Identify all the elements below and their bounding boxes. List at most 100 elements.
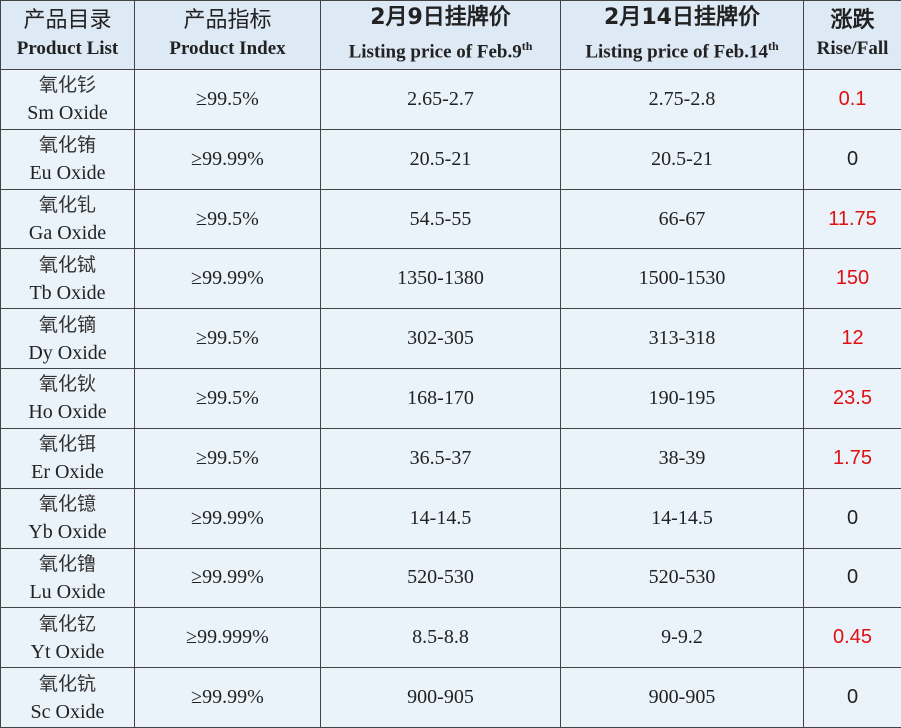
- product-en: Sc Oxide: [30, 700, 105, 723]
- product-cn: 氧化钬: [38, 373, 96, 396]
- header-cell: 涨跌 Rise/Fall: [803, 0, 901, 70]
- feb14-cell: 520-530: [560, 547, 804, 609]
- change-cell: 11.75: [803, 188, 901, 250]
- product-en: Ga Oxide: [28, 222, 107, 245]
- product-cell: 氧化铒 Er Oxide: [0, 427, 135, 489]
- product-cn: 氧化铒: [38, 433, 96, 456]
- feb14-cell: 190-195: [560, 368, 804, 429]
- row: 氧化镥 Lu Oxide ≥99.99% 520-530 520-530 0: [0, 547, 901, 609]
- product-cell: 氧化镝 Dy Oxide: [0, 308, 135, 370]
- feb9-cell: 520-530: [320, 547, 561, 609]
- index-cell: ≥99.5%: [134, 427, 321, 489]
- feb9-cell: 900-905: [320, 667, 561, 728]
- feb9-cell: 1350-1380: [320, 248, 561, 310]
- product-cell: 氧化镱 Yb Oxide: [0, 487, 135, 549]
- header-en-text: Product List: [16, 38, 119, 59]
- product-en: Yt Oxide: [30, 640, 105, 663]
- feb9-cell: 14-14.5: [320, 487, 561, 549]
- row: 氧化钐 Sm Oxide ≥99.5% 2.65-2.7 2.75-2.8 0.1: [0, 69, 901, 130]
- change-cell: 1.75: [803, 427, 901, 489]
- product-en: Lu Oxide: [29, 580, 106, 603]
- feb14-cell: 900-905: [560, 667, 804, 728]
- feb14-cell: 9-9.2: [560, 607, 804, 669]
- change-cell: 150: [803, 248, 901, 310]
- feb14-cell: 2.75-2.8: [560, 69, 804, 130]
- header-sup: th: [767, 38, 779, 53]
- header-en: Product Index: [135, 35, 320, 63]
- feb14-cell: 313-318: [560, 308, 804, 370]
- product-cn: 氧化铽: [38, 253, 96, 276]
- product-cell: 氧化铕 Eu Oxide: [0, 128, 135, 190]
- index-cell: ≥99.99%: [134, 547, 321, 609]
- index-cell: ≥99.99%: [134, 248, 321, 310]
- product-cn: 氧化钆: [38, 194, 96, 217]
- feb14-cell: 38-39: [560, 427, 804, 489]
- product-cell: 氧化钇 Yt Oxide: [0, 607, 135, 669]
- header-cn: 2月14日挂牌价: [604, 4, 760, 30]
- header-cell: 2月9日挂牌价 Listing price of Feb.9th: [320, 0, 561, 70]
- product-cell: 氧化钪 Sc Oxide: [0, 667, 135, 728]
- feb14-cell: 14-14.5: [560, 487, 804, 549]
- index-cell: ≥99.99%: [134, 487, 321, 549]
- product-en: Tb Oxide: [29, 281, 106, 304]
- header-row: 产品目录 Product List 产品指标 Product Index 2月9日挂牌价…: [0, 0, 901, 70]
- header-en: Listing price of Feb.14th: [561, 32, 803, 66]
- index-cell: ≥99.99%: [134, 667, 321, 728]
- feb14-cell: 20.5-21: [560, 128, 804, 190]
- product-cn: 氧化钪: [38, 672, 96, 695]
- feb9-cell: 2.65-2.7: [320, 69, 561, 130]
- header-en: Product List: [1, 35, 134, 63]
- product-cell: 氧化钆 Ga Oxide: [0, 188, 135, 250]
- feb9-cell: 54.5-55: [320, 188, 561, 250]
- header-en: Rise/Fall: [804, 35, 901, 63]
- feb9-cell: 20.5-21: [320, 128, 561, 190]
- change-cell: 0: [803, 547, 901, 609]
- feb9-cell: 36.5-37: [320, 427, 561, 489]
- product-en: Eu Oxide: [29, 162, 106, 185]
- header-en-text: Product Index: [169, 38, 286, 59]
- index-cell: ≥99.999%: [134, 607, 321, 669]
- product-cell: 氧化钬 Ho Oxide: [0, 368, 135, 429]
- product-en: Ho Oxide: [28, 401, 107, 424]
- change-cell: 0.45: [803, 607, 901, 669]
- change-cell: 0.1: [803, 69, 901, 130]
- product-cell: 氧化铽 Tb Oxide: [0, 248, 135, 310]
- header-sup: th: [521, 38, 533, 53]
- change-cell: 0: [803, 128, 901, 190]
- change-cell: 0: [803, 667, 901, 728]
- index-cell: ≥99.5%: [134, 368, 321, 429]
- change-cell: 12: [803, 308, 901, 370]
- header-en-text: Listing price of Feb.14: [585, 41, 768, 63]
- row: 氧化钇 Yt Oxide ≥99.999% 8.5-8.8 9-9.2 0.45: [0, 607, 901, 669]
- product-en: Sm Oxide: [27, 102, 108, 125]
- change-cell: 0: [803, 487, 901, 549]
- product-cn: 氧化镝: [38, 313, 96, 336]
- product-en: Er Oxide: [31, 461, 104, 484]
- row: 氧化钬 Ho Oxide ≥99.5% 168-170 190-195 23.5: [0, 368, 901, 429]
- table-body: 氧化钐 Sm Oxide ≥99.5% 2.65-2.7 2.75-2.8 0.1 氧化铕 E…: [0, 69, 901, 728]
- header-en-text: Listing price of Feb.9: [348, 41, 522, 63]
- feb14-cell: 66-67: [560, 188, 804, 250]
- row: 氧化钆 Ga Oxide ≥99.5% 54.5-55 66-67 11.75: [0, 188, 901, 250]
- header-cn: 产品指标: [183, 8, 272, 33]
- row: 氧化铒 Er Oxide ≥99.5% 36.5-37 38-39 1.75: [0, 427, 901, 489]
- header-cell: 产品指标 Product Index: [134, 0, 321, 70]
- row: 氧化镱 Yb Oxide ≥99.99% 14-14.5 14-14.5 0: [0, 487, 901, 549]
- product-cell: 氧化镥 Lu Oxide: [0, 547, 135, 609]
- header-en: Listing price of Feb.9th: [321, 32, 560, 66]
- header-cn: 产品目录: [23, 8, 112, 33]
- index-cell: ≥99.5%: [134, 308, 321, 370]
- product-en: Yb Oxide: [28, 521, 107, 544]
- change-cell: 23.5: [803, 368, 901, 429]
- index-cell: ≥99.5%: [134, 69, 321, 130]
- header-en-text: Rise/Fall: [816, 38, 889, 59]
- row: 氧化钪 Sc Oxide ≥99.99% 900-905 900-905 0: [0, 667, 901, 728]
- product-en: Dy Oxide: [28, 341, 107, 364]
- header-cell: 产品目录 Product List: [0, 0, 135, 70]
- product-cn: 氧化钇: [38, 612, 96, 635]
- header-cn: 2月9日挂牌价: [370, 4, 511, 30]
- product-cn: 氧化钐: [38, 74, 96, 97]
- feb9-cell: 168-170: [320, 368, 561, 429]
